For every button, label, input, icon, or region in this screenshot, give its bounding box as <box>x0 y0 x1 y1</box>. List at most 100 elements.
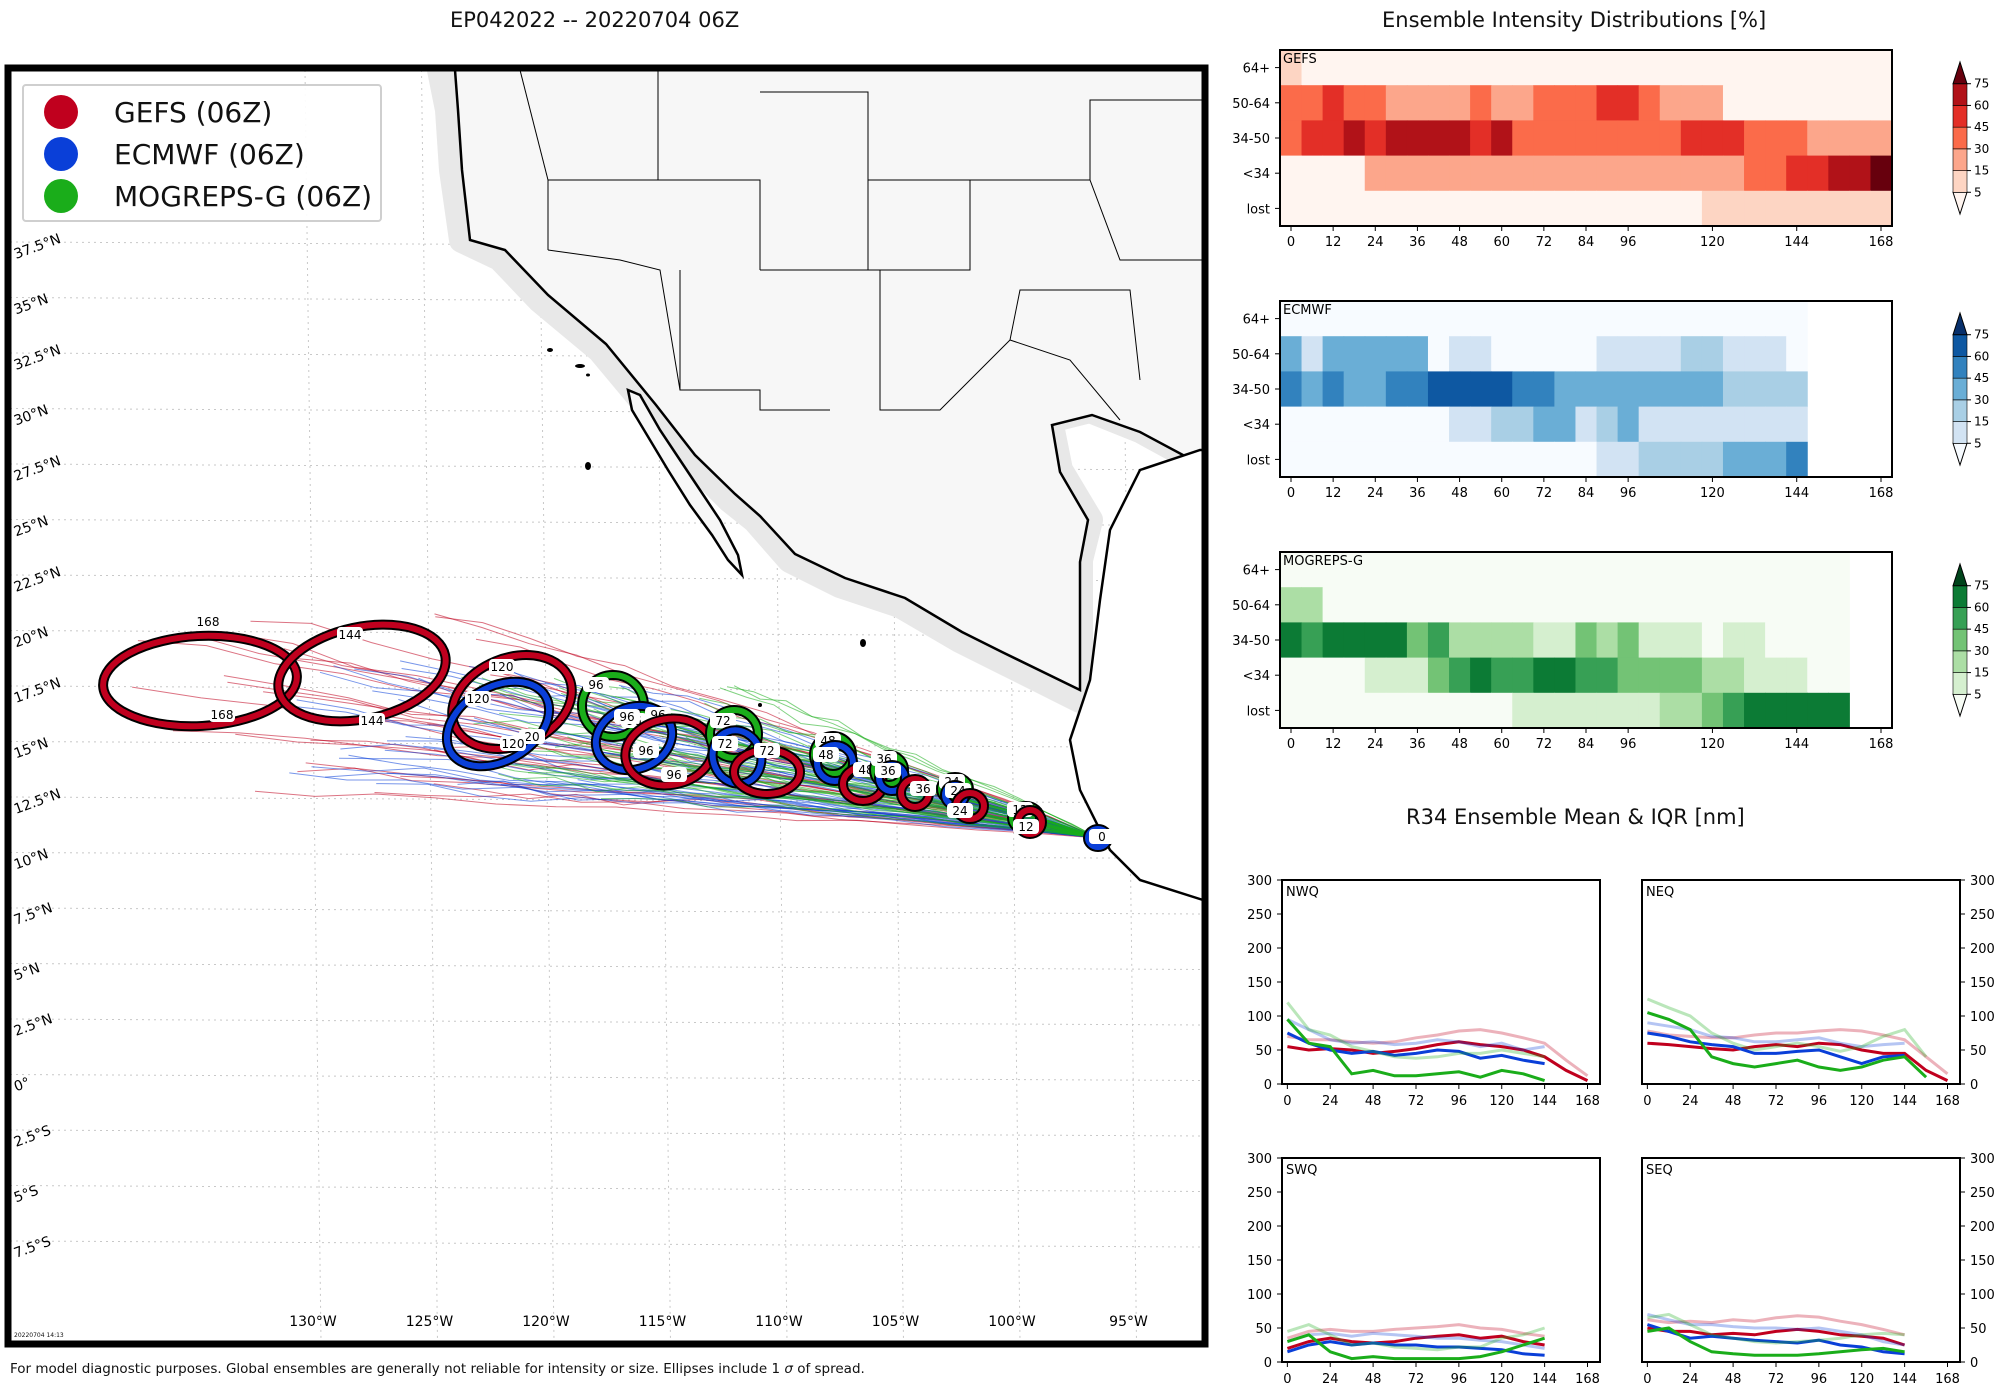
row-label: 34-50 <box>1232 383 1270 398</box>
x-tick-label: 84 <box>1578 486 1595 501</box>
heatmap-cell <box>1491 155 1513 192</box>
heatmap-cell <box>1765 692 1787 729</box>
heatmap-cell <box>1343 155 1366 192</box>
heatmap-cell <box>1322 622 1345 659</box>
forecast-hour-label: 96 <box>666 768 681 782</box>
heatmap-cell <box>1533 552 1555 588</box>
x-tick-label: 0 <box>1283 1372 1291 1387</box>
heatmap-cell <box>1533 657 1555 694</box>
x-tick-label: 0 <box>1643 1372 1651 1387</box>
heatmap-cell <box>1322 406 1345 443</box>
heatmap-cell <box>1533 301 1555 337</box>
heatmap-cell <box>1722 406 1745 443</box>
heatmap-cell <box>1533 441 1555 478</box>
heatmap-cell <box>1406 587 1429 623</box>
heatmap-cell <box>1849 85 1871 121</box>
heatmap-cell <box>1491 301 1513 337</box>
heatmap-cell <box>1744 622 1766 659</box>
x-tick-label: 120 <box>1489 1094 1514 1109</box>
heatmap-cell <box>1449 190 1471 227</box>
heatmap-panel-mogreps-g: MOGREPS-G 64+ 50-64 34-50 <34 lost 0 12 24 36 48 60… <box>1232 551 1989 752</box>
heatmap-cell <box>1575 587 1598 623</box>
heatmap-cell <box>1807 85 1829 121</box>
footnote: For model diagnostic purposes. Global en… <box>10 1361 865 1377</box>
mean-line-mogreps-g <box>1286 1333 1546 1361</box>
x-tick-label: 48 <box>1451 486 1468 501</box>
heatmap-cell <box>1301 336 1324 372</box>
r34-plot-area <box>1642 880 1960 1084</box>
forecast-hour-label: 96 <box>588 678 603 692</box>
iqr-line-ecmwf <box>1647 1312 1905 1347</box>
row-label: 50-64 <box>1232 599 1270 614</box>
lat-gridline <box>10 463 1203 471</box>
heatmap-cell <box>1575 50 1598 86</box>
forecast-hour-label: 0 <box>1098 830 1106 844</box>
heatmap-cell <box>1406 336 1429 372</box>
heatmap-panel-gefs: GEFS 64+ 50-64 34-50 <34 lost 0 12 24 36 48 60 72 84 9… <box>1232 49 1989 250</box>
heatmap-cell <box>1364 406 1387 443</box>
y-tick-label: 50 <box>1255 1322 1272 1337</box>
colorbar-tick-label: 45 <box>1974 622 1989 636</box>
forecast-hour-label: 72 <box>715 714 730 728</box>
heatmap-cell <box>1807 692 1829 729</box>
colorbar-tick-label: 5 <box>1974 687 1982 701</box>
heatmap-cell <box>1343 336 1366 372</box>
forecast-hour-box <box>337 627 363 642</box>
heatmap-cell <box>1301 622 1324 659</box>
mean-line-gefs <box>1647 1326 1906 1347</box>
x-tick-label: 24 <box>1322 1372 1339 1387</box>
heatmap-cell <box>1680 190 1703 227</box>
colorbar-tick-label: 30 <box>1974 142 1989 156</box>
mean-line-gefs <box>1647 1041 1949 1082</box>
row-label: <34 <box>1243 167 1270 182</box>
x-tick-label: 72 <box>1536 486 1553 501</box>
heatmap-cell <box>1554 371 1576 408</box>
forecast-hour-label: 36 <box>915 782 930 796</box>
heatmap-cell <box>1533 155 1555 192</box>
forecast-hour-box <box>614 709 640 724</box>
spread-ellipses: 1681681441441201202012096969696969672727… <box>98 614 1115 852</box>
heatmap-cell <box>1659 441 1682 478</box>
colorbar-segment <box>1952 126 1968 150</box>
heatmap-cell <box>1786 622 1808 659</box>
heatmap-cell <box>1470 406 1492 443</box>
heatmap-cell <box>1364 657 1387 694</box>
heatmap-cell <box>1680 85 1703 121</box>
colorbar-segment <box>1952 356 1968 379</box>
heatmap-cell <box>1765 85 1787 121</box>
heatmap-cell <box>1470 441 1492 478</box>
heatmap-cell <box>1280 85 1303 121</box>
heatmap-cell <box>1491 692 1513 729</box>
heatmap-cell <box>1491 587 1513 623</box>
iqr-line-ecmwf <box>1286 1018 1545 1052</box>
r34-panel-swq: SWQ 0 24 48 72 96 120 144 168 0 50 100 150 200 250 300 <box>1247 1152 1601 1387</box>
heatmap-cell <box>1701 120 1724 157</box>
heatmap-cell <box>1512 190 1534 227</box>
heatmap-cell <box>1322 85 1345 121</box>
heatmap-cell <box>1701 85 1724 121</box>
heatmap-cell <box>1786 441 1808 478</box>
heatmap-cell <box>1722 301 1745 337</box>
x-tick-label: 72 <box>1408 1094 1425 1109</box>
lat-gridline <box>10 1129 1203 1137</box>
heatmap-cell <box>1364 336 1387 372</box>
heatmap-cell <box>1280 622 1303 659</box>
colorbar-tick-label: 75 <box>1974 77 1989 91</box>
y-tick-label: 100 <box>1970 1010 1995 1025</box>
x-tick-label: 24 <box>1322 1094 1339 1109</box>
heatmap-cell <box>1765 371 1787 408</box>
heatmap-cell <box>1786 301 1808 337</box>
lon-gridline <box>887 70 904 1342</box>
heatmap-cell <box>1343 587 1366 623</box>
heatmap-cell <box>1280 657 1303 694</box>
heatmap-cell <box>1596 657 1619 694</box>
forecast-hour-label: 120 <box>467 692 490 706</box>
heatmap-cell <box>1680 120 1703 157</box>
heatmap-cell <box>1301 587 1324 623</box>
row-label: 64+ <box>1243 564 1270 579</box>
forecast-hour-box <box>910 781 936 796</box>
forecast-hour-box <box>712 736 738 751</box>
baja-peninsula <box>626 387 745 580</box>
lat-gridline <box>10 241 1203 249</box>
heatmap-cell <box>1659 155 1682 192</box>
